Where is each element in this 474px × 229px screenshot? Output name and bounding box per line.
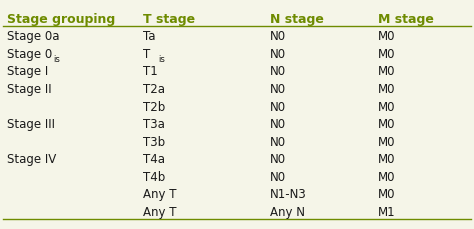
Text: is: is bbox=[54, 55, 60, 64]
Text: Ta: Ta bbox=[143, 30, 156, 43]
Text: M0: M0 bbox=[377, 135, 395, 148]
Text: M0: M0 bbox=[377, 118, 395, 131]
Text: Any T: Any T bbox=[143, 188, 177, 201]
Text: N0: N0 bbox=[270, 100, 286, 113]
Text: T2b: T2b bbox=[143, 100, 165, 113]
Text: M0: M0 bbox=[377, 100, 395, 113]
Text: N0: N0 bbox=[270, 65, 286, 78]
Text: Stage grouping: Stage grouping bbox=[8, 13, 116, 26]
Text: is: is bbox=[158, 55, 165, 64]
Text: Any T: Any T bbox=[143, 205, 177, 218]
Text: N1-N3: N1-N3 bbox=[270, 188, 307, 201]
Text: M0: M0 bbox=[377, 188, 395, 201]
Text: M0: M0 bbox=[377, 65, 395, 78]
Text: T3a: T3a bbox=[143, 118, 165, 131]
Text: N0: N0 bbox=[270, 135, 286, 148]
Text: T3b: T3b bbox=[143, 135, 165, 148]
Text: N stage: N stage bbox=[270, 13, 324, 26]
Text: N0: N0 bbox=[270, 118, 286, 131]
Text: N0: N0 bbox=[270, 48, 286, 61]
Text: T4b: T4b bbox=[143, 170, 165, 183]
Text: N0: N0 bbox=[270, 30, 286, 43]
Text: M0: M0 bbox=[377, 153, 395, 166]
Text: Stage II: Stage II bbox=[8, 83, 52, 95]
Text: M1: M1 bbox=[377, 205, 395, 218]
Text: N0: N0 bbox=[270, 170, 286, 183]
Text: T1: T1 bbox=[143, 65, 158, 78]
Text: Stage 0a: Stage 0a bbox=[8, 30, 60, 43]
Text: M0: M0 bbox=[377, 48, 395, 61]
Text: Any N: Any N bbox=[270, 205, 305, 218]
Text: M stage: M stage bbox=[377, 13, 433, 26]
Text: N0: N0 bbox=[270, 153, 286, 166]
Text: N0: N0 bbox=[270, 83, 286, 95]
Text: Stage III: Stage III bbox=[8, 118, 55, 131]
Text: T: T bbox=[143, 48, 151, 61]
Text: Stage 0: Stage 0 bbox=[8, 48, 53, 61]
Text: T stage: T stage bbox=[143, 13, 195, 26]
Text: M0: M0 bbox=[377, 170, 395, 183]
Text: T4a: T4a bbox=[143, 153, 165, 166]
Text: T2a: T2a bbox=[143, 83, 165, 95]
Text: Stage I: Stage I bbox=[8, 65, 49, 78]
Text: M0: M0 bbox=[377, 83, 395, 95]
Text: Stage IV: Stage IV bbox=[8, 153, 57, 166]
Text: M0: M0 bbox=[377, 30, 395, 43]
